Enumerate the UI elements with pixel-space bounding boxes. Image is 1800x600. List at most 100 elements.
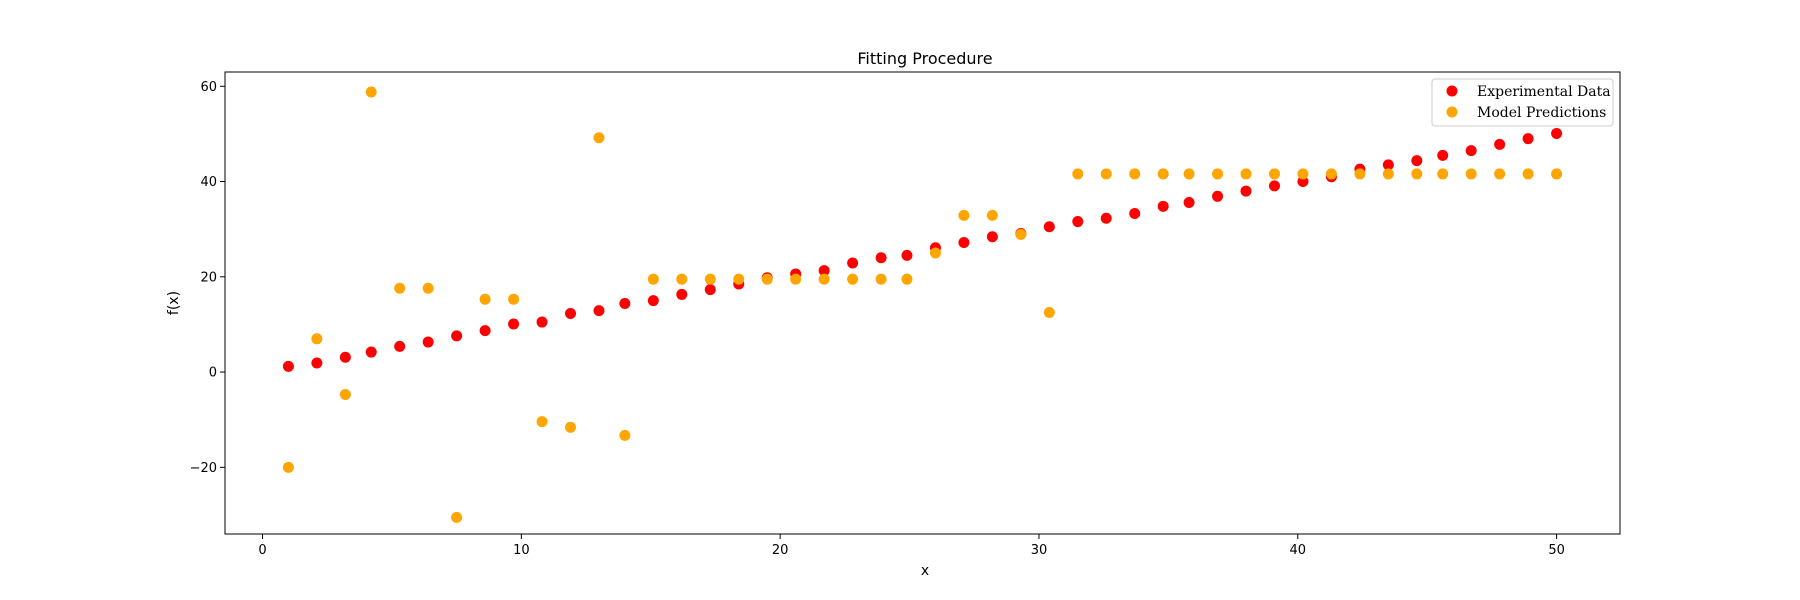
point-experimental <box>1465 145 1477 157</box>
x-tick-label: 30 <box>1031 543 1048 558</box>
point-experimental <box>365 346 377 358</box>
point-model <box>479 293 491 305</box>
point-model <box>1325 168 1337 180</box>
x-tick-label: 0 <box>258 543 266 558</box>
y-axis-ticks: −20 0 20 40 60 <box>190 80 225 476</box>
point-model <box>1183 168 1195 180</box>
point-model <box>1043 307 1055 319</box>
y-axis-label: f(x) <box>166 291 182 315</box>
point-model <box>790 273 802 285</box>
y-tick-label: 0 <box>209 366 217 381</box>
point-experimental <box>1437 149 1449 161</box>
point-model <box>619 429 631 441</box>
point-experimental <box>676 288 688 300</box>
legend-marker-experimental <box>1446 85 1458 97</box>
point-experimental <box>1183 197 1195 209</box>
point-experimental <box>1411 155 1423 167</box>
point-experimental <box>508 318 520 330</box>
point-model <box>1129 168 1141 180</box>
data-points-layer <box>282 86 1563 523</box>
point-experimental <box>394 340 406 352</box>
point-experimental <box>1240 185 1252 197</box>
point-experimental <box>536 316 548 328</box>
point-model <box>451 511 463 523</box>
point-model <box>1100 168 1112 180</box>
y-tick-label: 20 <box>200 270 217 285</box>
point-model <box>1411 168 1423 180</box>
point-model <box>1465 168 1477 180</box>
x-tick-label: 50 <box>1548 543 1565 558</box>
point-experimental <box>565 307 577 319</box>
point-model <box>704 273 716 285</box>
point-model <box>1015 228 1027 240</box>
point-model <box>929 247 941 259</box>
point-model <box>847 273 859 285</box>
point-experimental <box>818 265 830 277</box>
point-model <box>1297 168 1309 180</box>
y-tick-label: −20 <box>190 461 217 476</box>
x-tick-label: 40 <box>1290 543 1307 558</box>
point-experimental <box>619 297 631 309</box>
point-experimental <box>1268 180 1280 192</box>
point-model <box>986 209 998 221</box>
x-tick-label: 10 <box>513 543 530 558</box>
point-experimental <box>1157 200 1169 212</box>
point-model <box>593 132 605 144</box>
point-experimental <box>1100 212 1112 224</box>
y-tick-label: 40 <box>200 175 217 190</box>
y-tick-label: 60 <box>200 80 217 95</box>
point-experimental <box>1382 159 1394 171</box>
point-experimental <box>704 284 716 296</box>
point-experimental <box>847 257 859 269</box>
point-experimental <box>875 252 887 264</box>
point-model <box>1437 168 1449 180</box>
x-axis-label: x <box>921 563 929 579</box>
point-model <box>901 273 913 285</box>
point-model <box>761 273 773 285</box>
point-experimental <box>339 351 351 363</box>
point-model <box>1212 168 1224 180</box>
plot-area-frame <box>224 71 1621 535</box>
point-experimental <box>479 325 491 337</box>
point-experimental <box>451 330 463 342</box>
point-model <box>339 388 351 400</box>
point-model <box>647 273 659 285</box>
point-model <box>958 209 970 221</box>
chart-title: Fitting Procedure <box>857 49 992 68</box>
legend-label-experimental: Experimental Data <box>1477 84 1611 100</box>
x-axis-ticks: 0 10 20 30 40 50 <box>258 534 1565 558</box>
point-experimental <box>901 249 913 261</box>
point-model <box>1522 168 1534 180</box>
point-experimental <box>1551 127 1563 139</box>
x-tick-label: 20 <box>772 543 789 558</box>
point-experimental <box>986 231 998 243</box>
point-experimental <box>1072 216 1084 228</box>
point-experimental <box>647 295 659 307</box>
point-model <box>536 416 548 428</box>
point-experimental <box>311 357 323 369</box>
point-model <box>1072 168 1084 180</box>
point-model <box>311 333 323 345</box>
point-experimental <box>593 305 605 317</box>
point-model <box>565 421 577 433</box>
point-experimental <box>422 336 434 348</box>
point-model <box>1382 168 1394 180</box>
point-model <box>1240 168 1252 180</box>
point-model <box>1354 168 1366 180</box>
point-model <box>508 293 520 305</box>
point-model <box>676 273 688 285</box>
point-model <box>365 86 377 98</box>
point-experimental <box>1297 176 1309 188</box>
point-experimental <box>1129 207 1141 219</box>
point-model <box>1157 168 1169 180</box>
point-model <box>875 273 887 285</box>
legend-box <box>1431 78 1614 127</box>
point-model <box>1494 168 1506 180</box>
point-model <box>282 461 294 473</box>
point-experimental <box>1522 133 1534 145</box>
legend-marker-model <box>1446 106 1458 118</box>
point-model <box>422 282 434 294</box>
legend-label-model: Model Predictions <box>1477 105 1606 121</box>
point-model <box>1551 168 1563 180</box>
